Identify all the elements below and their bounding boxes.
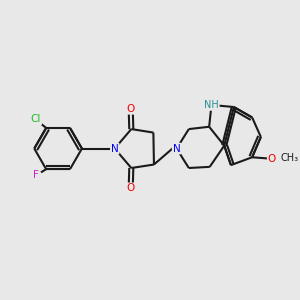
Text: O: O — [268, 154, 276, 164]
Text: CH₃: CH₃ — [280, 153, 299, 164]
Text: N: N — [173, 143, 181, 154]
Text: Cl: Cl — [31, 114, 41, 124]
Text: O: O — [127, 104, 135, 114]
Text: NH: NH — [204, 100, 219, 110]
Text: F: F — [33, 170, 39, 180]
Text: N: N — [111, 143, 118, 154]
Text: O: O — [127, 183, 135, 193]
